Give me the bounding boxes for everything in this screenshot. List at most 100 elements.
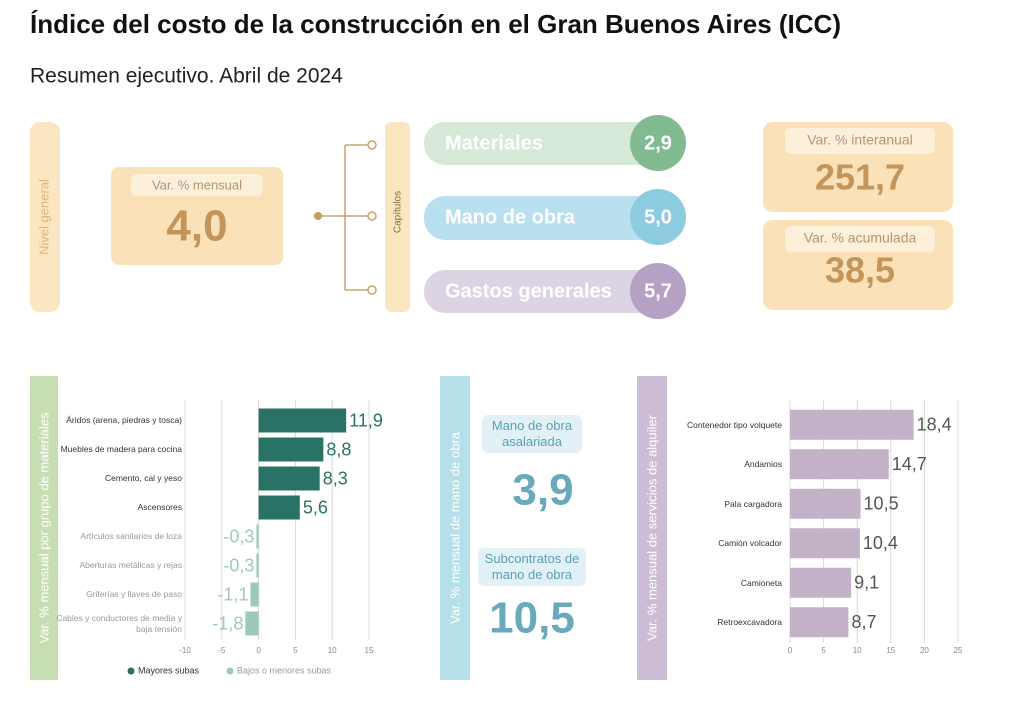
value-label: 14,7	[892, 454, 927, 474]
chapters-tab	[385, 122, 410, 312]
labor-pill	[482, 415, 582, 453]
labor-pill	[478, 548, 586, 586]
chapters-tab-label: Capítulos	[393, 191, 404, 233]
cumulative-label: Var. % acumulada	[804, 230, 917, 246]
value-label: 11,9	[349, 410, 383, 430]
legend-swatch	[226, 667, 234, 675]
bar	[790, 409, 914, 440]
chapter-value: 5,7	[644, 280, 672, 302]
chapter-circle	[630, 263, 686, 319]
value-label: 10,4	[863, 533, 898, 553]
monthly-pill	[131, 174, 263, 196]
chapter-name: Materiales	[445, 132, 543, 154]
labor-label: Mano de obra asalariada	[491, 418, 573, 449]
x-tick-label: 15	[886, 646, 895, 655]
value-label: -1,1	[217, 584, 248, 604]
bar	[258, 408, 347, 433]
category-label-box: Aberturas metálicas y rejas	[79, 560, 182, 571]
chapter-name: Mano de obra	[445, 206, 576, 228]
category-label: Camión volcador	[718, 538, 782, 549]
chapter-pill	[424, 270, 664, 313]
category-label-box: Andamios	[744, 459, 782, 470]
x-tick-label: 10	[853, 646, 862, 655]
cumulative-pill	[785, 226, 935, 252]
x-tick-label: -10	[179, 646, 191, 655]
bar	[790, 488, 861, 519]
chapter-pill	[424, 122, 664, 165]
annual-label: Var. % interanual	[807, 132, 913, 148]
x-tick-label: 15	[365, 646, 374, 655]
category-label-box: Áridos (arena, piedras y tosca)	[66, 415, 182, 426]
chapter-circle	[630, 115, 686, 171]
monthly-label: Var. % mensual	[152, 177, 242, 192]
chapter-circle	[630, 189, 686, 245]
value-label: 8,8	[326, 439, 351, 459]
value-label: -0,3	[223, 555, 254, 575]
value-label: 9,1	[854, 573, 879, 593]
subtitle: Resumen ejecutivo. Abril de 2024	[30, 65, 343, 88]
value-label: -1,8	[212, 613, 243, 633]
labor-value: 3,9	[512, 466, 573, 515]
labor-label: Subcontratos de mano de obra	[484, 551, 580, 582]
category-label: Áridos (arena, piedras y tosca)	[66, 415, 182, 426]
bar	[258, 466, 320, 491]
general-tab-label: Nivel general	[36, 179, 51, 255]
category-label: Contenedor tipo volquete	[687, 419, 782, 430]
x-tick-label: 5	[293, 646, 298, 655]
value-label: 5,6	[303, 497, 328, 517]
category-label: Retroexcavadora	[717, 617, 782, 628]
value-label: 18,4	[917, 415, 952, 435]
bar	[790, 449, 889, 480]
bar	[250, 582, 259, 607]
category-label-box: Muebles de madera para cocina	[60, 444, 182, 455]
bar	[258, 495, 300, 520]
labor-label-box: Mano de obra asalariada	[491, 418, 573, 449]
axis-title: Var. % mensual por grupo de materiales	[36, 412, 51, 643]
x-tick-label: 0	[256, 646, 261, 655]
category-label: Camioneta	[740, 577, 782, 588]
connector	[314, 140, 377, 295]
chapter-value: 2,9	[644, 132, 672, 154]
labor-label-box: Subcontratos de mano de obra	[484, 551, 580, 582]
category-label: Ascensores	[137, 502, 182, 513]
x-tick-label: 10	[328, 646, 337, 655]
bar	[790, 528, 860, 559]
category-label: Aberturas metálicas y rejas	[79, 560, 182, 571]
labor-tab-label: Var. % mensual de mano de obra	[447, 431, 462, 624]
category-label-box: Ascensores	[137, 502, 182, 513]
bar	[790, 567, 852, 598]
general-tab	[30, 122, 60, 312]
value-label: 8,7	[851, 612, 876, 632]
category-label: Andamios	[744, 459, 782, 470]
x-tick-label: -5	[218, 646, 226, 655]
chapter-value: 5,0	[644, 206, 672, 228]
x-tick-label: 25	[954, 646, 963, 655]
category-label: Muebles de madera para cocina	[60, 444, 182, 455]
annual-value: 251,7	[815, 157, 905, 198]
chapter-pill	[424, 196, 664, 240]
axis-title-tab	[637, 376, 667, 680]
category-label: Griferías y llaves de paso	[86, 589, 182, 600]
category-label: Artículos sanitarios de loza	[80, 531, 182, 542]
category-label-box: Cemento, cal y yeso	[104, 473, 182, 484]
legend-label: Mayores subas	[138, 665, 200, 675]
category-label-box: Pala cargadora	[724, 499, 782, 509]
legend-label: Bajos o menores subas	[237, 665, 332, 675]
monthly-value: 4,0	[166, 202, 227, 251]
chapter-name: Gastos generales	[445, 280, 612, 302]
labor-value: 10,5	[489, 594, 575, 643]
labor-tab	[440, 376, 470, 680]
bar	[256, 524, 259, 549]
category-label-box: Artículos sanitarios de loza	[80, 531, 182, 542]
category-label-box: Retroexcavadora	[717, 617, 782, 628]
x-tick-label: 5	[821, 646, 826, 655]
x-tick-label: 0	[788, 646, 793, 655]
value-label: -0,3	[223, 526, 254, 546]
title: Índice del costo de la construcción en e…	[30, 9, 841, 39]
bar	[245, 611, 259, 636]
value-label: 10,5	[864, 494, 899, 514]
bar	[790, 607, 849, 638]
category-label: Cemento, cal y yeso	[104, 473, 182, 484]
